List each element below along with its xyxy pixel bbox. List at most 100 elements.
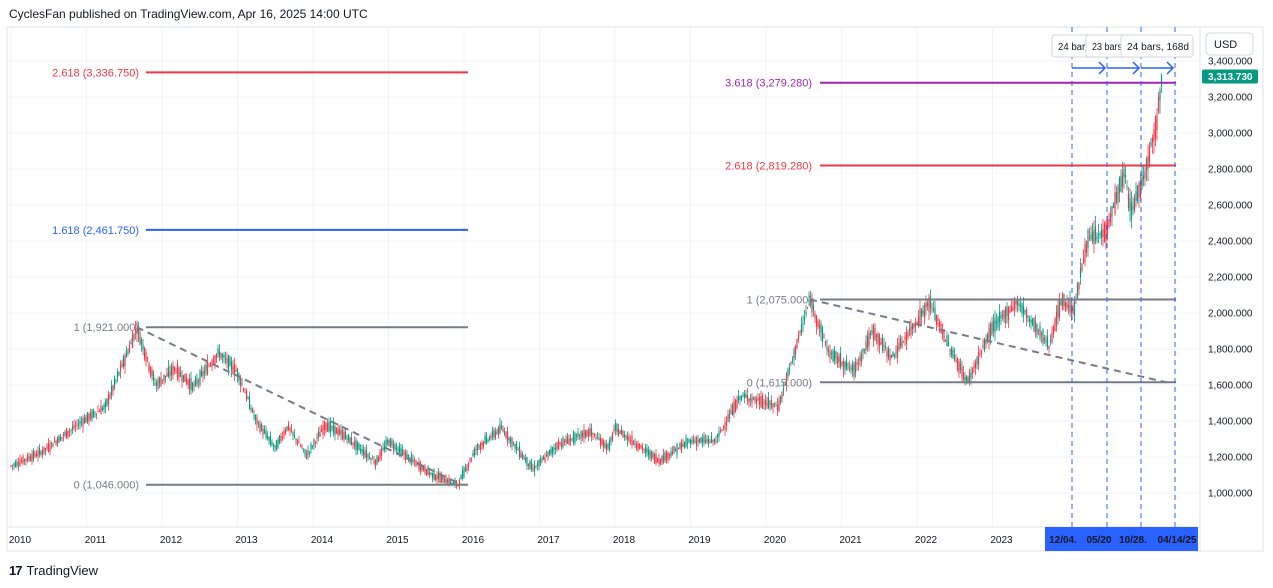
- candle-body: [265, 430, 267, 438]
- candle-body: [466, 465, 468, 472]
- x-tick-label: 2014: [311, 535, 334, 546]
- candle-body: [124, 355, 126, 366]
- candle-body: [194, 377, 197, 386]
- candle-body: [745, 394, 747, 398]
- candle-body: [245, 390, 248, 400]
- candle-body: [460, 474, 462, 480]
- candle-body: [316, 436, 318, 439]
- candle-body: [895, 352, 897, 354]
- candle-body: [622, 430, 624, 438]
- candle-body: [1091, 232, 1094, 241]
- candle-body: [13, 463, 15, 466]
- candle-body: [298, 441, 300, 444]
- candle-body: [719, 430, 722, 433]
- candle-body: [743, 393, 746, 398]
- y-tick-label: 1,200.000: [1208, 453, 1253, 464]
- candle-body: [301, 447, 303, 449]
- candle-body: [82, 418, 84, 427]
- y-tick-label: 2,600.000: [1208, 201, 1253, 212]
- candle-body: [1004, 307, 1007, 323]
- candle-body: [1024, 310, 1026, 312]
- candle-body: [901, 341, 903, 348]
- candle-body: [401, 449, 404, 455]
- chart-frame: [6, 26, 1264, 552]
- candle-body: [530, 462, 533, 471]
- candle-body: [644, 447, 647, 454]
- candle-body: [761, 395, 764, 409]
- candle-body: [205, 364, 207, 372]
- candle-body: [850, 368, 852, 370]
- candle-body: [997, 317, 999, 328]
- candle-body: [905, 331, 908, 344]
- candle-body: [287, 423, 290, 431]
- candle-body: [58, 435, 60, 443]
- candle-body: [952, 349, 954, 358]
- candle-body: [953, 355, 956, 360]
- candle-body: [110, 385, 113, 395]
- candle-body: [715, 441, 717, 443]
- candle-body: [41, 450, 44, 455]
- cycle-date-label: 12/04.: [1049, 535, 1077, 546]
- candle-body: [1094, 226, 1097, 241]
- candle-body: [341, 430, 344, 440]
- candle-body: [374, 459, 377, 468]
- candle-body: [434, 474, 437, 481]
- candle-body: [520, 452, 522, 458]
- candle-body: [502, 428, 504, 432]
- y-tick-label: 3,000.000: [1208, 129, 1253, 140]
- candle-body: [808, 299, 810, 303]
- candle-body: [593, 434, 596, 436]
- candle-body: [508, 437, 510, 441]
- candle-body: [335, 427, 338, 434]
- candle-body: [571, 438, 573, 440]
- candle-body: [244, 392, 246, 394]
- candle-body: [514, 444, 516, 449]
- candle-body: [700, 437, 702, 443]
- candle-body: [934, 307, 936, 321]
- candle-body: [295, 438, 297, 441]
- candle-body: [1043, 337, 1046, 341]
- candle-body: [1046, 336, 1049, 348]
- candle-body: [1073, 300, 1076, 317]
- candle-body: [286, 426, 288, 431]
- candle-body: [1061, 292, 1064, 310]
- trendline-dashed: [809, 298, 1167, 384]
- candle-body: [448, 477, 450, 485]
- candle-body: [1064, 302, 1067, 307]
- candle-body: [778, 400, 780, 411]
- candle-body: [203, 370, 206, 374]
- candle-body: [86, 412, 89, 422]
- candle-body: [1025, 309, 1028, 319]
- candle-body: [97, 410, 99, 412]
- candle-body: [955, 360, 957, 362]
- fib-label-left: 2.618 (3,336.750): [52, 67, 139, 79]
- candle-body: [773, 403, 776, 405]
- candle-body: [152, 372, 155, 381]
- candle-body: [443, 479, 446, 483]
- candle-body: [1037, 329, 1040, 332]
- candle-body: [991, 322, 993, 334]
- candle-body: [1001, 314, 1004, 317]
- candle-body: [380, 448, 383, 457]
- candle-body: [827, 349, 830, 353]
- candle-body: [725, 421, 728, 426]
- candle-body: [544, 457, 546, 462]
- tradingview-logo-icon: 17: [9, 563, 23, 578]
- candle-body: [760, 395, 762, 407]
- candle-body: [703, 436, 705, 443]
- candle-body: [1051, 333, 1053, 343]
- candle-body: [38, 448, 41, 455]
- candle-body: [638, 443, 641, 449]
- candle-body: [710, 435, 713, 443]
- trendline-dashed: [136, 326, 463, 486]
- candle-body: [19, 459, 21, 466]
- candle-body: [191, 382, 194, 391]
- candle-body: [772, 403, 774, 408]
- candle-body: [712, 439, 714, 442]
- candle-body: [154, 383, 156, 385]
- candle-body: [323, 421, 326, 431]
- candle-body: [695, 437, 698, 446]
- candle-body: [689, 439, 692, 444]
- candle-body: [1019, 305, 1022, 307]
